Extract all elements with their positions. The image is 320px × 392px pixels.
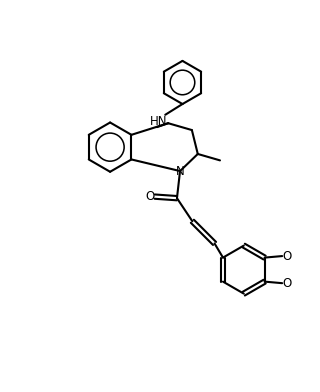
Text: HN: HN <box>150 115 167 128</box>
Text: O: O <box>146 190 155 203</box>
Text: N: N <box>176 165 184 178</box>
Text: O: O <box>282 277 292 290</box>
Text: O: O <box>282 250 292 263</box>
